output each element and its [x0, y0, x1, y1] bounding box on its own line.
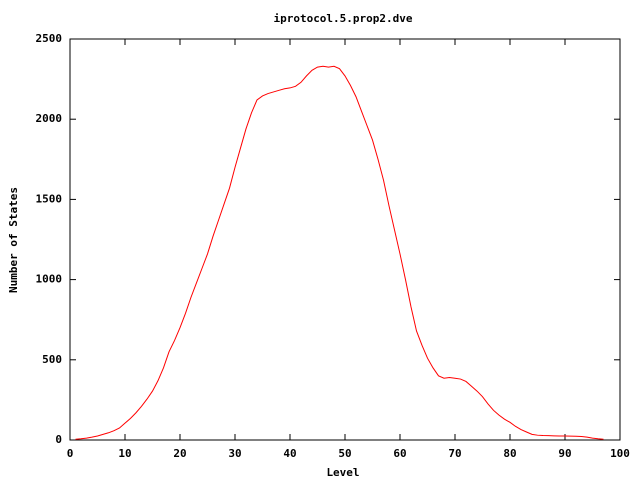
y-tick-label: 0: [55, 433, 62, 446]
y-axis-label: Number of States: [7, 187, 20, 293]
x-tick-label: 80: [503, 447, 516, 460]
x-tick-label: 60: [393, 447, 406, 460]
x-tick-label: 40: [283, 447, 296, 460]
x-tick-label: 0: [67, 447, 74, 460]
y-tick-label: 1000: [36, 273, 63, 286]
x-tick-label: 50: [338, 447, 351, 460]
x-tick-label: 30: [228, 447, 241, 460]
x-tick-label: 10: [118, 447, 131, 460]
y-tick-label: 2500: [36, 32, 63, 45]
x-tick-label: 90: [558, 447, 571, 460]
x-tick-label: 100: [610, 447, 630, 460]
x-tick-label: 20: [173, 447, 186, 460]
plot-border: [69, 38, 621, 441]
y-tick-label: 1500: [36, 192, 63, 205]
y-tick-label: 500: [42, 353, 62, 366]
data-line: [75, 65, 604, 440]
x-tick-label: 70: [448, 447, 461, 460]
x-axis-label: Level: [326, 466, 359, 479]
y-tick-label: 2000: [36, 112, 63, 125]
chart-title: iprotocol.5.prop2.dve: [273, 12, 412, 25]
